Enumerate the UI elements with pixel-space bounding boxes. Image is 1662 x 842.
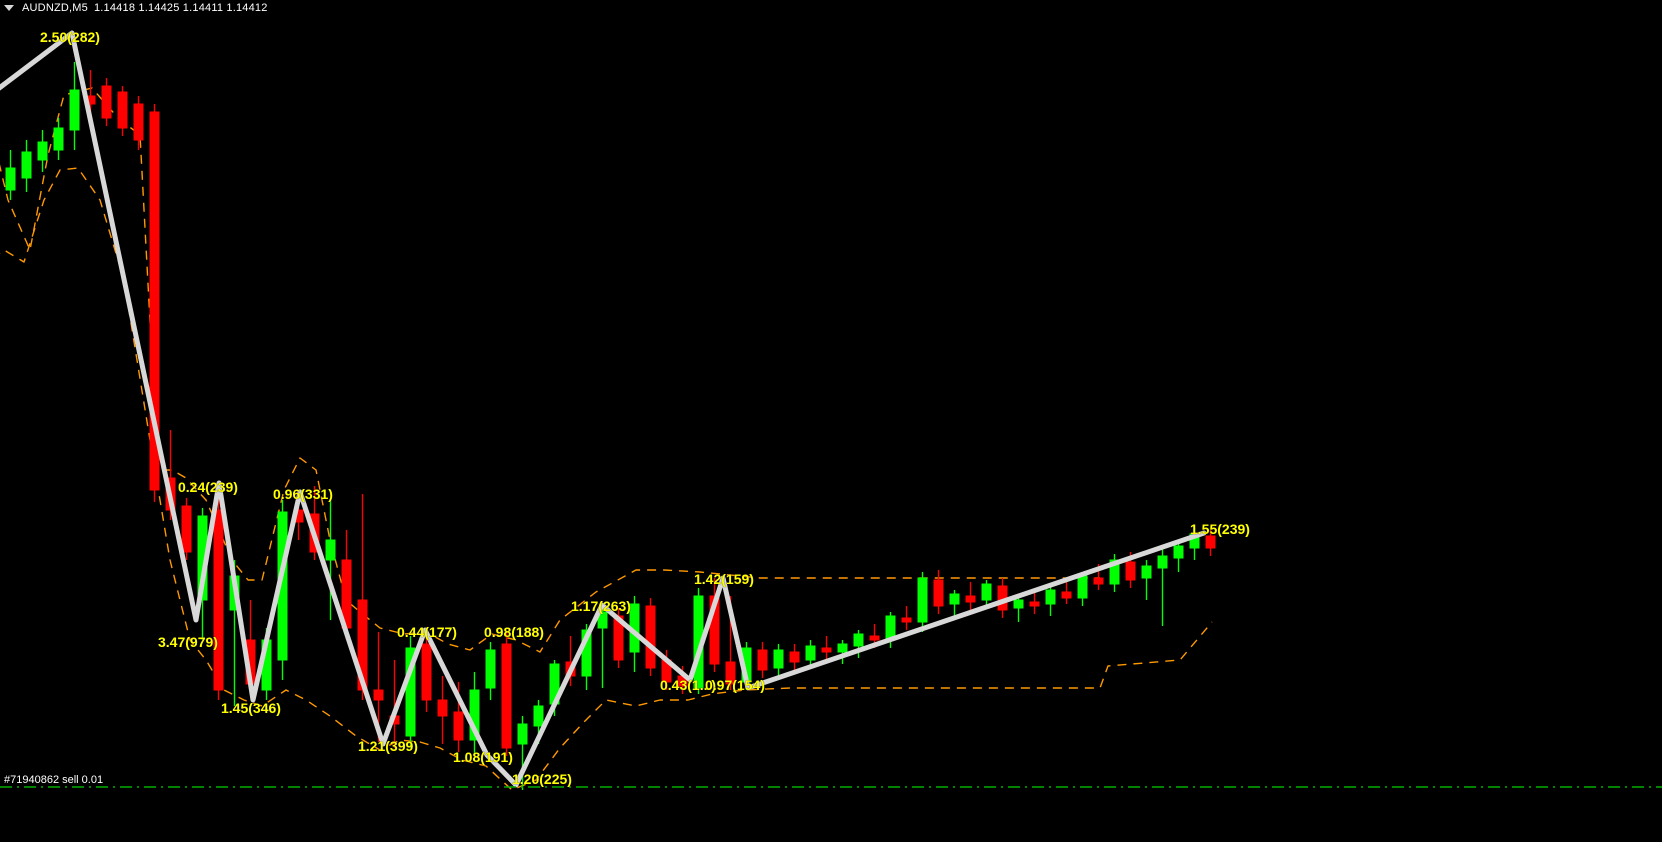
- zigzag-value-label: 2.50(282): [40, 29, 100, 45]
- chart-info-bar: AUDNZD,M5 1.14418 1.14425 1.14411 1.1441…: [0, 0, 1662, 16]
- zigzag-value-label: 1.42(159): [694, 571, 754, 587]
- candlestick-series: [5, 62, 1216, 790]
- zigzag-value-label: 1.17(263): [571, 598, 631, 614]
- zigzag-value-label: 1.55(239): [1190, 521, 1250, 537]
- zigzag-value-label: 0.44(177): [397, 624, 457, 640]
- envelope-upper-line: [0, 87, 1100, 653]
- zigzag-value-label: 3.47(979): [158, 634, 218, 650]
- zigzag-value-label: 0.43(1...): [660, 677, 717, 693]
- zigzag-indicator-line: [0, 30, 1207, 788]
- zigzag-value-label: 1.21(399): [358, 738, 418, 754]
- zigzag-value-label: 1.20(225): [512, 771, 572, 787]
- order-label: #71940862 sell 0.01: [4, 774, 104, 786]
- zigzag-value-label: 0.24(239): [178, 479, 238, 495]
- symbol-period-label: AUDNZD,M5: [22, 2, 88, 14]
- zigzag-value-label: 1.45(346): [221, 700, 281, 716]
- ohlc-values-label: 1.14418 1.14425 1.14411 1.14412: [93, 2, 268, 14]
- zigzag-value-label: 1.08(191): [453, 749, 513, 765]
- zigzag-value-label: 0.98(188): [484, 624, 544, 640]
- caret-down-icon[interactable]: [4, 5, 14, 11]
- zigzag-value-label: 0.96(331): [273, 486, 333, 502]
- zigzag-value-label: 0.97(154): [705, 677, 765, 693]
